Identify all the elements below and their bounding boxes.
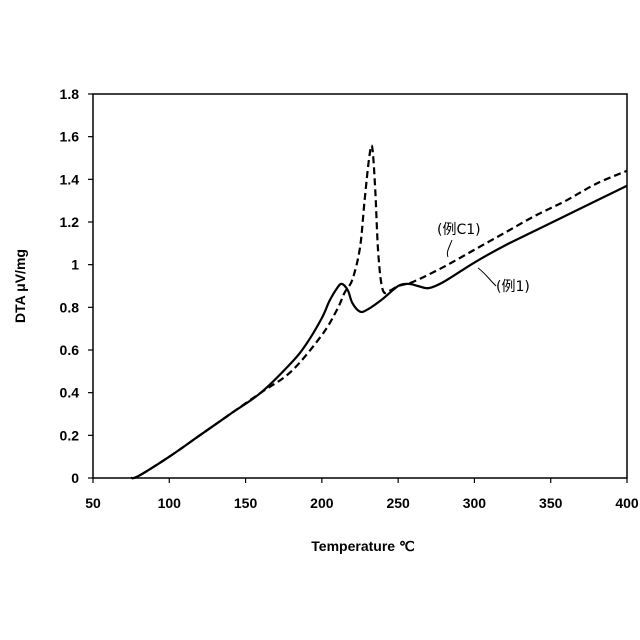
y-tick-label: 0.2 [60,427,80,443]
x-tick-label: 50 [85,495,101,511]
x-tick-label: 300 [463,495,487,511]
x-tick-label: 200 [310,495,334,511]
y-tick-label: 1.2 [60,214,80,230]
y-tick-label: 0.6 [60,342,80,358]
x-tick-label: 350 [539,495,563,511]
y-tick-label: 1.4 [60,171,80,187]
x-tick-label: 250 [386,495,410,511]
x-tick-label: 100 [158,495,182,511]
y-axis-title: DTA μV/mg [12,249,28,323]
y-tick-label: 1.6 [60,129,80,145]
annotation-example-c1: (例C1) [437,222,481,238]
y-tick-label: 0.4 [60,385,80,401]
y-tick-label: 0.8 [60,299,80,315]
y-tick-label: 1 [71,257,79,273]
annotation-example-1: (例1) [496,279,530,295]
x-axis-title: Temperature ℃ [311,538,415,554]
y-tick-label: 0 [71,470,79,486]
x-tick-label: 150 [234,495,258,511]
y-tick-label: 1.8 [60,86,80,102]
x-tick-label: 400 [615,495,639,511]
